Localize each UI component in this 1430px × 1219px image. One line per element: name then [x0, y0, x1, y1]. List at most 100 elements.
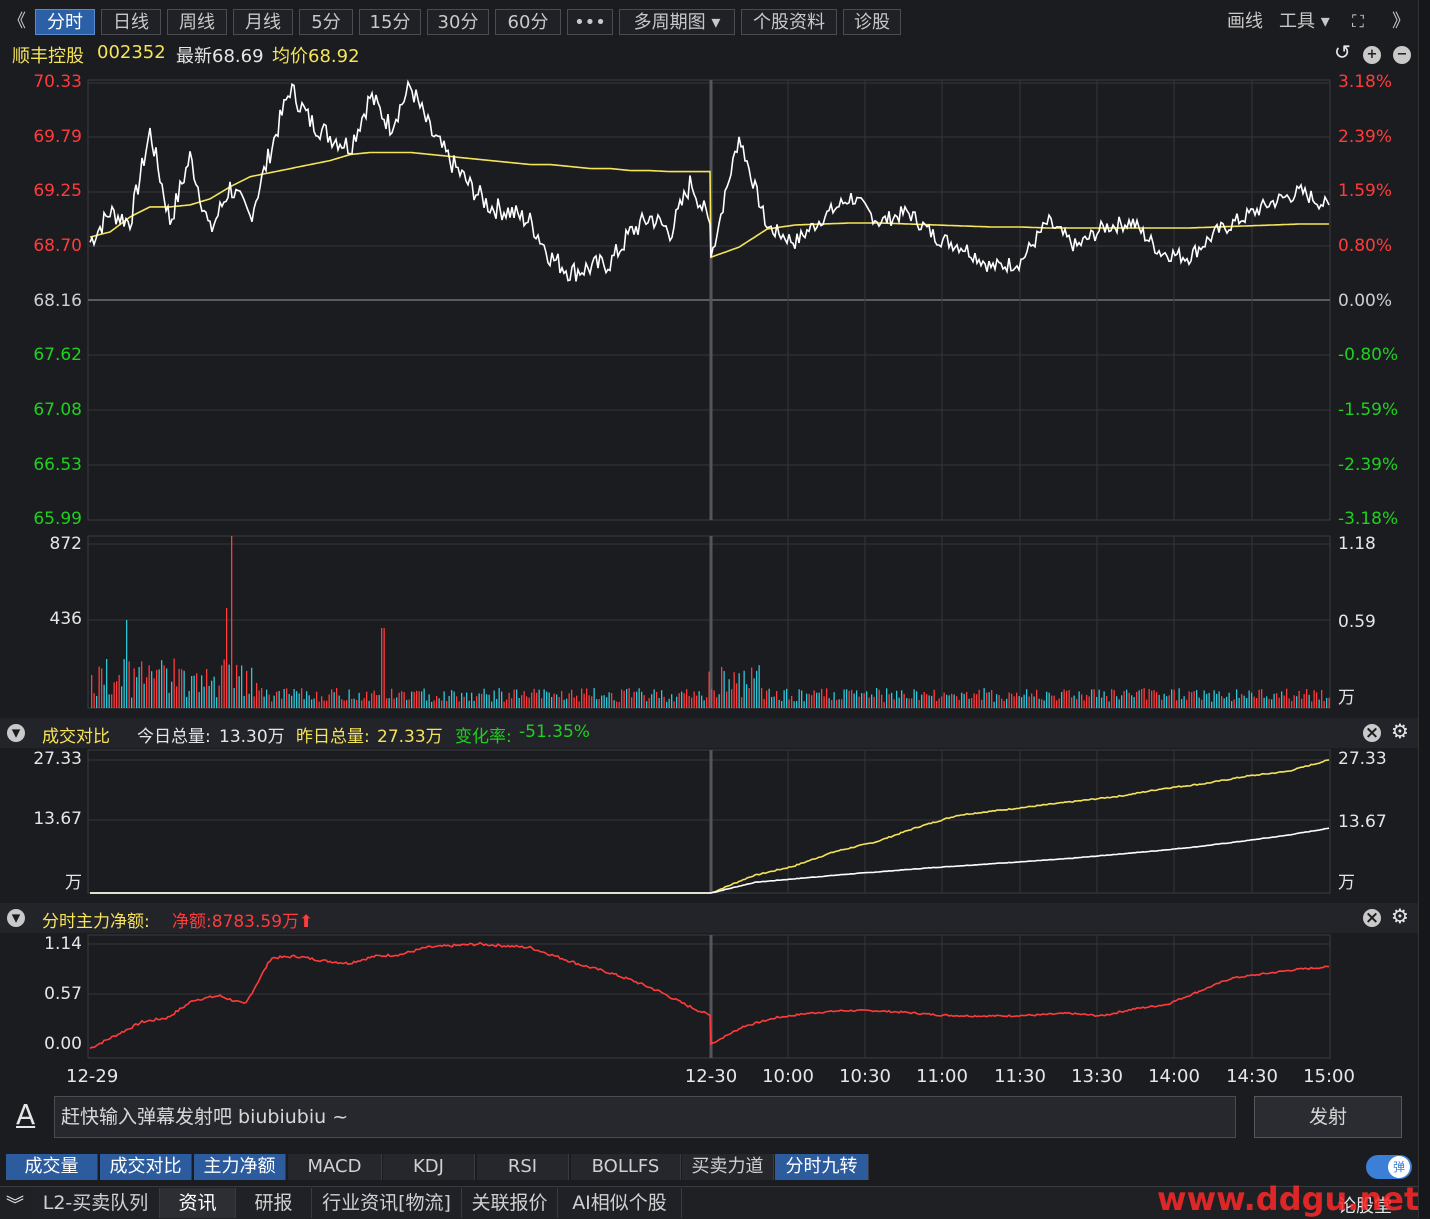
- indicator-tab-3[interactable]: MACD: [288, 1154, 382, 1180]
- time-axis-label: 13:30: [1071, 1066, 1123, 1087]
- volume-bar: [681, 691, 683, 708]
- fullscreen-icon[interactable]: ⛶: [1352, 12, 1364, 32]
- tools-dropdown[interactable]: 工具 ▾: [1279, 11, 1330, 32]
- volume-bar: [683, 693, 685, 708]
- send-button[interactable]: 发射: [1254, 1096, 1402, 1138]
- bottom-tab-5[interactable]: AI相似个股: [558, 1188, 682, 1218]
- bottom-tab-2[interactable]: 研报: [236, 1188, 312, 1218]
- period-tab-5[interactable]: 15分: [359, 9, 421, 35]
- period-tab-4[interactable]: 5分: [299, 9, 353, 35]
- indicator-tab-8[interactable]: 分时九转: [775, 1154, 869, 1180]
- volume-bar: [1126, 689, 1128, 708]
- period-tab-3[interactable]: 月线: [233, 9, 293, 35]
- intraday-chart[interactable]: [0, 0, 1418, 1100]
- volume-bar: [758, 665, 760, 708]
- indicator-tab-4[interactable]: KDJ: [383, 1154, 475, 1180]
- volume-bar: [998, 695, 1000, 708]
- volume-bar: [613, 700, 615, 708]
- net-flow-value: 净额:8783.59万⬆: [172, 912, 314, 932]
- period-tab-10[interactable]: 个股资料: [741, 9, 837, 35]
- bottom-tab-3[interactable]: 行业资讯[物流]: [312, 1188, 462, 1218]
- indicator-tab-1[interactable]: 成交对比: [100, 1154, 192, 1180]
- forum-link[interactable]: 论股堂: [1338, 1196, 1392, 1217]
- volume-bar: [248, 693, 250, 708]
- stock-name[interactable]: 顺丰控股: [12, 46, 84, 67]
- collapse-left-icon[interactable]: 《: [8, 11, 26, 32]
- volume-bar: [156, 669, 158, 708]
- volume-bar: [738, 673, 740, 708]
- settings-gear-icon[interactable]: ⚙: [1391, 719, 1409, 743]
- period-tab-1[interactable]: 日线: [101, 9, 161, 35]
- volume-bar: [923, 692, 925, 708]
- bottom-tab-1[interactable]: 资讯: [160, 1188, 236, 1218]
- undo-icon[interactable]: ↺: [1334, 40, 1351, 64]
- volume-bar: [428, 694, 430, 708]
- draw-line-button[interactable]: 画线: [1227, 11, 1263, 32]
- volume-bar: [1261, 689, 1263, 708]
- volume-bar: [193, 675, 195, 708]
- volume-bar: [388, 698, 390, 708]
- close-panel-icon[interactable]: ×: [1363, 723, 1381, 743]
- danmu-input[interactable]: 赶快输入弹幕发射吧 biubiubiu ~: [54, 1096, 1236, 1138]
- volume-bar: [893, 699, 895, 708]
- volume-bar: [841, 699, 843, 708]
- volume-bar: [503, 701, 505, 708]
- close-panel-icon[interactable]: ×: [1363, 908, 1381, 928]
- flow-panel: [87, 934, 1331, 1059]
- price-axis-label: 68.70: [33, 236, 82, 256]
- indicator-tab-2[interactable]: 主力净额: [194, 1154, 286, 1180]
- volume-bar: [148, 665, 150, 708]
- percent-axis-label: 2.39%: [1338, 127, 1393, 147]
- period-tab-0[interactable]: 分时: [35, 9, 95, 35]
- indicator-tab-6[interactable]: BOLLFS: [571, 1154, 681, 1180]
- volume-bar: [1056, 700, 1058, 708]
- zoom-in-icon[interactable]: +: [1363, 46, 1381, 64]
- price-axis-label: 69.25: [33, 181, 82, 201]
- volume-bar: [551, 697, 553, 708]
- volume-bar: [1253, 696, 1255, 708]
- volume-bar: [1021, 697, 1023, 708]
- volume-bar: [941, 696, 943, 708]
- compare-title[interactable]: 成交对比: [42, 727, 110, 747]
- volume-bar: [648, 698, 650, 708]
- period-tab-7[interactable]: 60分: [495, 9, 561, 35]
- font-style-icon[interactable]: A: [16, 1098, 36, 1131]
- indicator-tab-0[interactable]: 成交量: [6, 1154, 98, 1180]
- indicator-tab-5[interactable]: RSI: [477, 1154, 569, 1180]
- bottom-tab-4[interactable]: 关联报价: [462, 1188, 558, 1218]
- bottom-tab-0[interactable]: L2-买卖队列: [32, 1188, 160, 1218]
- volume-bar: [703, 700, 705, 708]
- volume-bar: [1136, 691, 1138, 708]
- period-tab-11[interactable]: 诊股: [843, 9, 901, 35]
- collapse-panel-icon[interactable]: ▾: [7, 909, 25, 927]
- indicator-tab-7[interactable]: 买卖力道: [682, 1154, 774, 1180]
- volume-bar: [993, 701, 995, 708]
- net-flow-title[interactable]: 分时主力净额:: [42, 912, 150, 932]
- settings-gear-icon[interactable]: ⚙: [1391, 904, 1409, 928]
- collapse-bottom-icon[interactable]: ︾: [6, 1195, 24, 1216]
- collapse-panel-icon[interactable]: ▾: [7, 724, 25, 742]
- volume-axis-max: 872: [49, 534, 82, 554]
- volume-bar: [636, 691, 638, 708]
- volume-bar: [308, 695, 310, 708]
- volume-bar: [1176, 700, 1178, 708]
- volume-bar: [176, 686, 178, 708]
- period-tab-6[interactable]: 30分: [427, 9, 489, 35]
- zoom-out-icon[interactable]: −: [1393, 46, 1411, 64]
- volume-bar: [253, 696, 255, 708]
- period-tab-2[interactable]: 周线: [167, 9, 227, 35]
- period-tab-9[interactable]: 多周期图 ▾: [619, 9, 735, 35]
- volume-bar: [448, 696, 450, 708]
- period-tab-8[interactable]: •••: [567, 9, 613, 35]
- volume-bar: [273, 695, 275, 708]
- volume-bar: [1123, 691, 1125, 708]
- danmu-toggle[interactable]: 弹: [1366, 1155, 1412, 1179]
- volume-bar: [451, 690, 453, 708]
- volume-bar: [453, 691, 455, 708]
- volume-bar: [1066, 690, 1068, 708]
- volume-bar: [198, 692, 200, 708]
- volume-bar: [953, 694, 955, 708]
- volume-bar: [873, 696, 875, 708]
- expand-right-icon[interactable]: 》: [1392, 11, 1410, 32]
- volume-bar: [966, 691, 968, 708]
